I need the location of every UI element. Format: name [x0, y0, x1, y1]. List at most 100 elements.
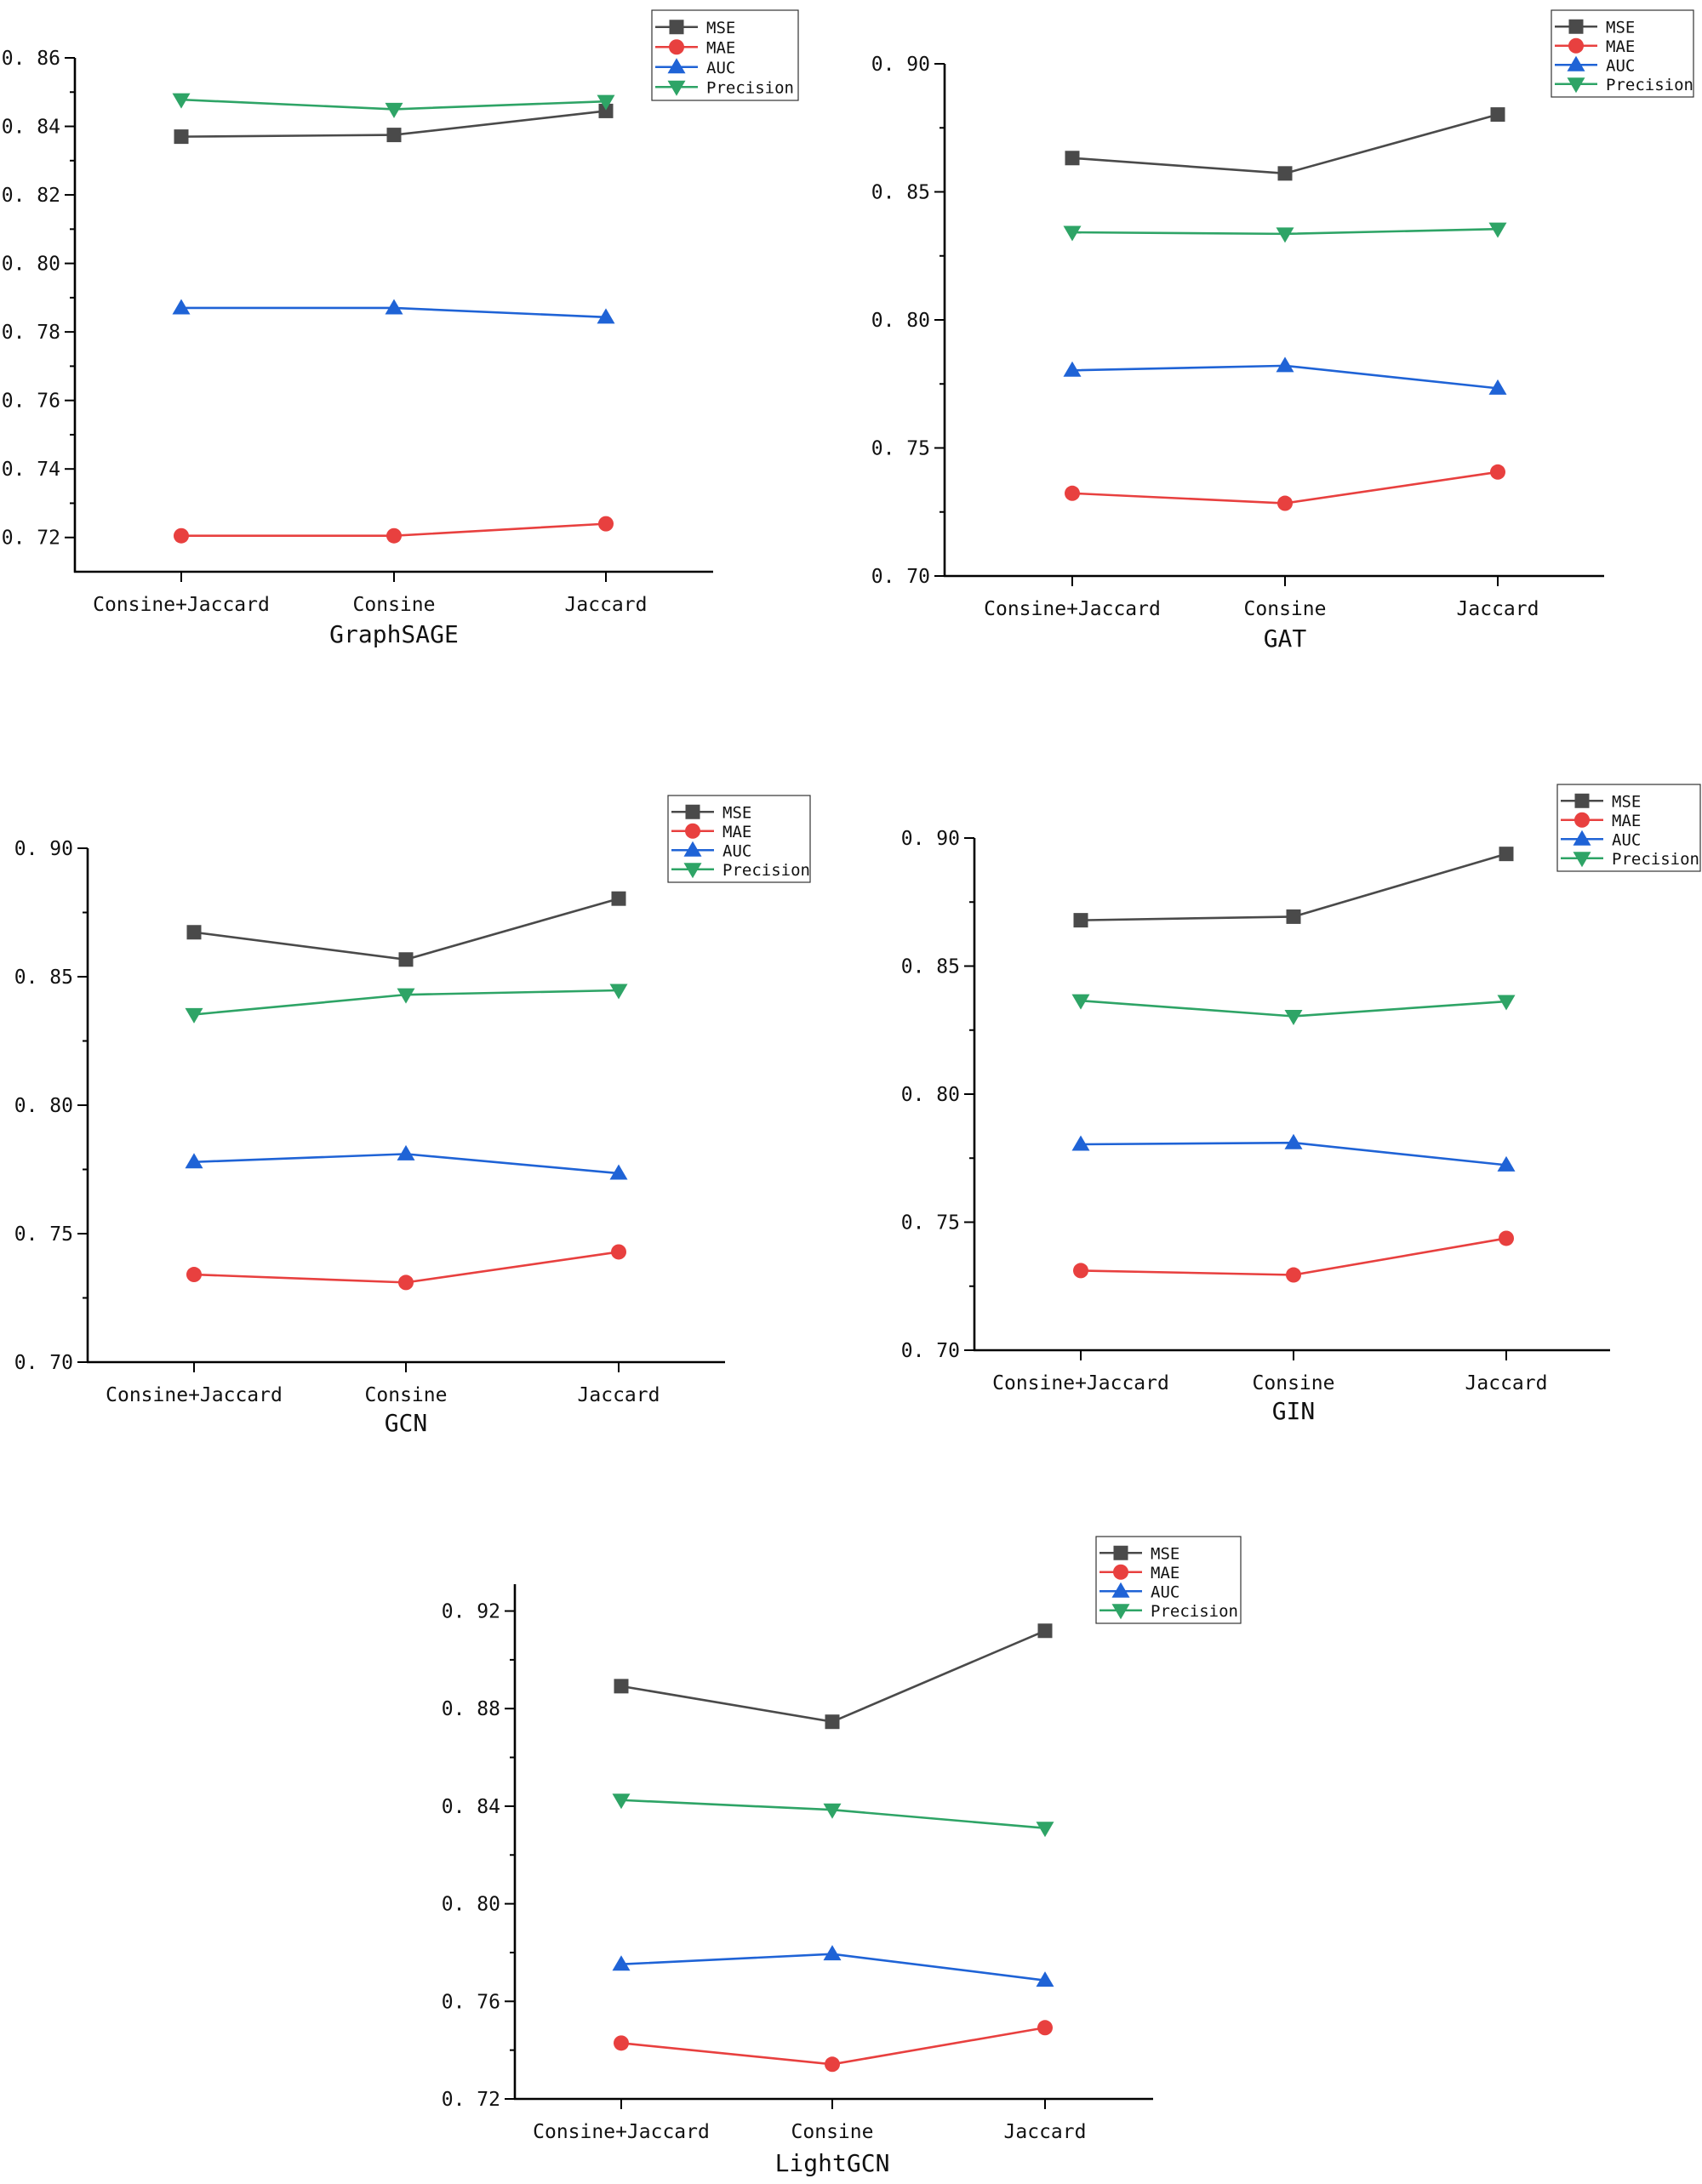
legend-label: MAE — [1606, 37, 1635, 56]
legend-label: AUC — [706, 59, 735, 77]
data-point — [609, 1164, 628, 1180]
y-tick-label: 0. 92 — [442, 1601, 500, 1623]
data-point — [1276, 356, 1294, 373]
data-point — [1490, 464, 1505, 480]
y-tick-label: 0. 82 — [2, 185, 60, 207]
x-tick-label: Consine+Jaccard — [992, 1372, 1169, 1394]
series-mse — [1073, 847, 1514, 928]
x-tick-label: Jaccard — [578, 1384, 660, 1406]
data-point — [398, 952, 414, 967]
legend-label: MAE — [722, 823, 751, 841]
legend-label: MSE — [1606, 18, 1635, 37]
legend-marker-icon — [1568, 19, 1584, 34]
data-point — [1037, 2020, 1053, 2036]
data-point — [825, 1714, 840, 1730]
legend-marker-icon — [1573, 852, 1591, 868]
data-point — [614, 2035, 629, 2051]
y-tick-label: 0. 75 — [14, 1223, 73, 1246]
legend-marker-icon — [669, 20, 684, 35]
legend-marker-icon — [1567, 55, 1585, 71]
y-tick-label: 0. 80 — [871, 310, 930, 332]
y-tick-label: 0. 85 — [901, 956, 960, 978]
y-tick-label: 0. 80 — [14, 1095, 73, 1117]
legend-item-mse: MSE — [1555, 18, 1635, 37]
legend-label: Precision — [1612, 850, 1699, 869]
data-point — [397, 988, 415, 1004]
y-tick-label: 0. 72 — [442, 2089, 500, 2111]
y-tick-label: 0. 90 — [871, 54, 930, 76]
data-point — [172, 299, 191, 315]
y-tick-label: 0. 75 — [871, 438, 930, 460]
y-tick-label: 0. 84 — [2, 117, 60, 139]
y-tick-label: 0. 76 — [2, 391, 60, 413]
series-precision — [185, 984, 628, 1024]
y-tick-label: 0. 80 — [442, 1894, 500, 1916]
legend-label: MAE — [706, 38, 735, 57]
legend-item-precision: Precision — [1099, 1602, 1238, 1621]
data-point — [1497, 1155, 1516, 1172]
x-tick-label: Consine — [791, 2121, 874, 2143]
data-point — [611, 891, 626, 906]
legend-item-mse: MSE — [655, 19, 735, 37]
data-point — [1071, 1135, 1090, 1151]
legend-item-mae: MAE — [1099, 1564, 1179, 1582]
series-mse — [186, 891, 626, 967]
legend-marker-icon — [685, 804, 700, 819]
legend-label: MSE — [722, 803, 751, 822]
series-auc — [185, 1144, 628, 1180]
legend-label: Precision — [1606, 76, 1693, 94]
x-tick-label: Consine — [353, 594, 436, 616]
legend-label: MSE — [1151, 1544, 1179, 1563]
y-tick-label: 0. 70 — [901, 1340, 960, 1362]
series-line — [620, 1629, 1046, 1724]
data-point — [1284, 1009, 1303, 1025]
x-axis-title: LightGCN — [775, 2149, 890, 2177]
legend-item-precision: Precision — [1555, 76, 1693, 94]
legend-marker-icon — [1111, 1604, 1130, 1620]
data-point — [398, 1274, 414, 1291]
series-auc — [1071, 1133, 1516, 1172]
y-tick-label: 0. 70 — [871, 566, 930, 588]
data-point — [185, 1153, 203, 1169]
data-point — [1286, 909, 1301, 924]
y-tick-label: 0. 75 — [901, 1212, 960, 1235]
chart-panel-gat: 0. 70 0. 75 0. 80 0. 85 0. 90 Consine+Jaccard… — [871, 9, 1694, 653]
x-axis-title: GIN — [1272, 1397, 1316, 1425]
data-point — [612, 1955, 631, 1971]
chart-panel-lightgcn: 0. 72 0. 76 0. 80 0. 84 0. 88 0. 92 Consine+Ja… — [442, 1536, 1242, 2177]
legend-marker-icon — [1113, 1564, 1128, 1580]
legend-marker-icon — [1574, 812, 1590, 828]
data-point — [1488, 379, 1507, 395]
legend-label: AUC — [1151, 1582, 1179, 1601]
legend-marker-icon — [667, 58, 686, 74]
legend-marker-icon — [1567, 77, 1585, 94]
legend-marker-icon — [1574, 793, 1590, 808]
data-point — [1499, 1230, 1514, 1246]
legend-item-mae: MAE — [671, 823, 751, 841]
legend-item-mae: MAE — [1561, 812, 1641, 830]
x-tick-label: Consine+Jaccard — [533, 2121, 710, 2143]
data-point — [397, 1144, 415, 1160]
data-point — [172, 93, 191, 109]
y-tick-label: 0. 74 — [2, 459, 60, 481]
data-point — [598, 103, 614, 118]
legend-marker-icon — [1113, 1545, 1128, 1560]
data-point — [185, 1007, 203, 1024]
data-point — [598, 516, 614, 532]
legend-label: MAE — [1151, 1564, 1179, 1582]
y-tick-label: 0. 80 — [901, 1084, 960, 1106]
legend-label: Precision — [722, 861, 810, 880]
data-point — [1037, 1623, 1053, 1639]
data-point — [174, 129, 189, 145]
x-tick-label: Consine — [1244, 598, 1327, 620]
chart-panel-gcn: 0. 70 0. 75 0. 80 0. 85 0. 90 Consine+Jaccard… — [14, 795, 811, 1437]
data-point — [1073, 1263, 1088, 1279]
y-tick-label: 0. 90 — [901, 828, 960, 850]
series-precision — [612, 1793, 1054, 1838]
legend-marker-icon — [1568, 37, 1584, 54]
data-point — [1063, 225, 1082, 242]
